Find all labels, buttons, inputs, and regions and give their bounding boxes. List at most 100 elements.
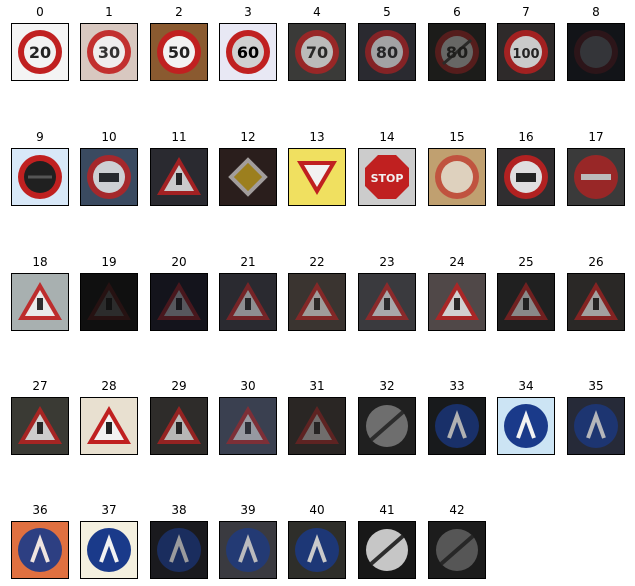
cell-label: 7 (522, 5, 530, 19)
cell-label: 9 (36, 130, 44, 144)
children-crossing-sign-image (80, 397, 138, 455)
sign-thumbnail (151, 149, 207, 205)
cell-label: 1 (105, 5, 113, 19)
sign-thumbnail (81, 149, 137, 205)
cell-label: 31 (309, 379, 325, 393)
ice-snow-sign-image (219, 397, 277, 455)
sign-thumbnail: 60 (220, 24, 276, 80)
cell-label: 0 (36, 5, 44, 19)
sign-text: 60 (237, 43, 259, 62)
cell-label: 37 (101, 503, 117, 517)
dangerous-curve-right-sign-image (150, 273, 208, 331)
bumpy-road-sign-image (288, 273, 346, 331)
sign-text: 100 (512, 47, 539, 62)
cell-label: 26 (588, 255, 604, 269)
cell-label: 12 (240, 130, 256, 144)
sign-thumbnail (359, 398, 415, 454)
speed-limit-sign-image: 60 (219, 23, 277, 81)
wild-animals-sign-image (288, 397, 346, 455)
slippery-road-sign-image (358, 273, 416, 331)
priority-road-sign-image (219, 148, 277, 206)
dangerous-curve-left-sign-image (80, 273, 138, 331)
keep-right-sign-image (150, 521, 208, 579)
cell-label: 36 (32, 503, 48, 517)
sign-thumbnail (81, 522, 137, 578)
general-caution-sign-image (11, 273, 69, 331)
sign-thumbnail (429, 522, 485, 578)
cell-label: 38 (171, 503, 187, 517)
sign-thumbnail (289, 398, 345, 454)
cell-label: 39 (240, 503, 256, 517)
sign-thumbnail (289, 274, 345, 330)
straight-or-left-sign-image (80, 521, 138, 579)
cell-label: 41 (379, 503, 395, 517)
sign-thumbnail (151, 522, 207, 578)
sign-thumbnail (359, 274, 415, 330)
no-passing-sign-image (11, 148, 69, 206)
sign-thumbnail (429, 274, 485, 330)
cell-label: 35 (588, 379, 604, 393)
sign-thumbnail (220, 398, 276, 454)
bicycles-crossing-sign-image (150, 397, 208, 455)
yield-sign-image (288, 148, 346, 206)
pedestrians-sign-image (11, 397, 69, 455)
cell-label: 4 (313, 5, 321, 19)
road-work-sign-image (497, 273, 555, 331)
sign-thumbnail (12, 398, 68, 454)
cell-label: 13 (309, 130, 325, 144)
road-narrows-sign-image (428, 273, 486, 331)
sign-thumbnail (81, 274, 137, 330)
speed-limit-sign-image: 30 (80, 23, 138, 81)
sign-thumbnail (220, 274, 276, 330)
turn-right-ahead-sign-image (428, 397, 486, 455)
sign-text: STOP (371, 172, 404, 185)
sign-thumbnail (151, 274, 207, 330)
sign-thumbnail (359, 522, 415, 578)
cell-label: 30 (240, 379, 256, 393)
sign-text: 20 (29, 43, 51, 62)
speed-limit-sign-image (567, 23, 625, 81)
sign-thumbnail: 30 (81, 24, 137, 80)
cell-label: 27 (32, 379, 48, 393)
cell-label: 17 (588, 130, 604, 144)
sign-thumbnail (81, 398, 137, 454)
end-of-limits-sign-image (358, 397, 416, 455)
sign-text: 80 (376, 43, 398, 62)
cell-label: 42 (449, 503, 465, 517)
end-no-passing-trucks-sign-image (428, 521, 486, 579)
keep-left-sign-image (219, 521, 277, 579)
roundabout-sign-image (288, 521, 346, 579)
cell-label: 11 (171, 130, 187, 144)
cell-label: 14 (379, 130, 395, 144)
traffic-signals-sign-image (567, 273, 625, 331)
cell-label: 5 (383, 5, 391, 19)
cell-label: 29 (171, 379, 187, 393)
sign-thumbnail: 80 (429, 24, 485, 80)
sign-thumbnail (568, 274, 624, 330)
cell-label: 40 (309, 503, 325, 517)
sign-thumbnail (151, 398, 207, 454)
end-no-passing-sign-image (358, 521, 416, 579)
cell-label: 24 (449, 255, 465, 269)
sign-thumbnail (12, 522, 68, 578)
cell-label: 28 (101, 379, 117, 393)
cell-label: 15 (449, 130, 465, 144)
sign-thumbnail (289, 149, 345, 205)
speed-limit-sign-image: 50 (150, 23, 208, 81)
cell-label: 2 (175, 5, 183, 19)
no-trucks-sign-image (497, 148, 555, 206)
cell-label: 25 (518, 255, 534, 269)
cell-label: 34 (518, 379, 534, 393)
ahead-only-sign-image (567, 397, 625, 455)
sign-thumbnail (568, 24, 624, 80)
turn-left-ahead-sign-image (497, 397, 555, 455)
sign-text: 80 (446, 43, 468, 62)
sign-thumbnail (498, 274, 554, 330)
cell-label: 10 (101, 130, 117, 144)
cell-label: 6 (453, 5, 461, 19)
sign-thumbnail: 80 (359, 24, 415, 80)
sign-thumbnail (289, 522, 345, 578)
sign-thumbnail (498, 149, 554, 205)
right-of-way-sign-image (150, 148, 208, 206)
sign-thumbnail: 70 (289, 24, 345, 80)
